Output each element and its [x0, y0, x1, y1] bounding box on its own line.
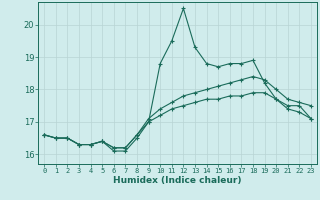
X-axis label: Humidex (Indice chaleur): Humidex (Indice chaleur)	[113, 176, 242, 185]
